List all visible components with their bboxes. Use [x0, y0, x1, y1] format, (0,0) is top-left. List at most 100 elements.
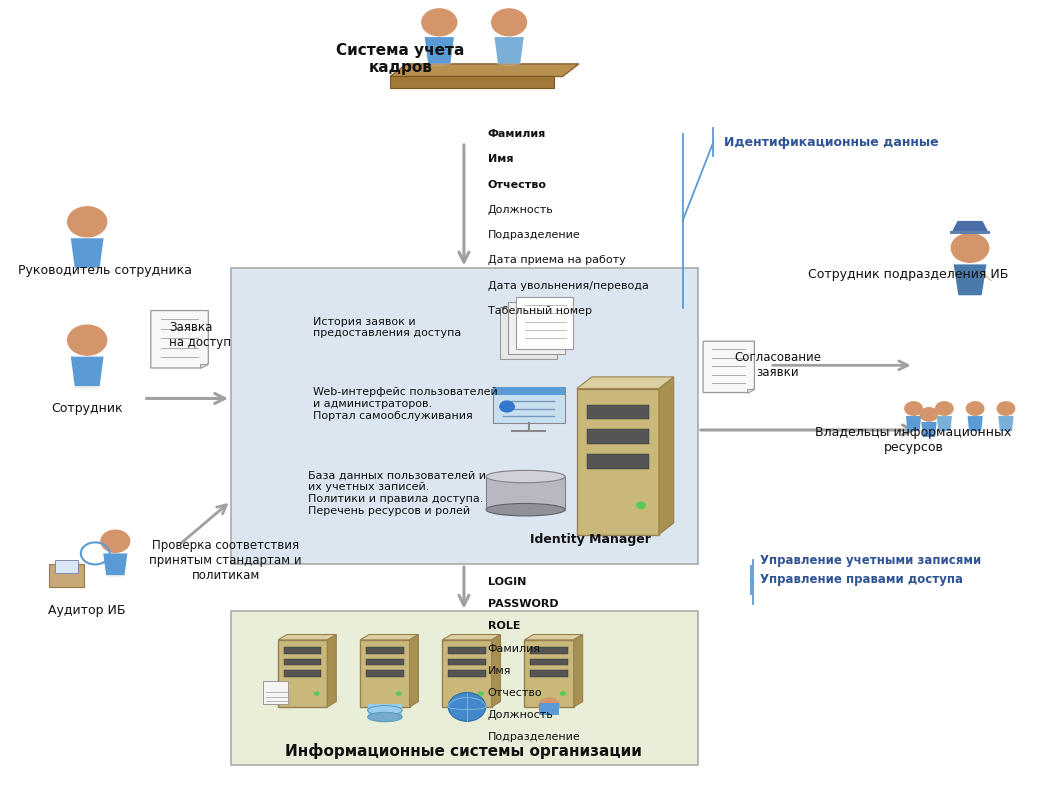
- Bar: [231, 268, 698, 564]
- Text: История заявок и
предоставления доступа: История заявок и предоставления доступа: [313, 316, 462, 338]
- Bar: [366, 647, 403, 654]
- Polygon shape: [443, 634, 500, 640]
- Text: Имя: Имя: [488, 155, 513, 164]
- Bar: [284, 670, 321, 677]
- Polygon shape: [104, 553, 128, 575]
- Polygon shape: [906, 416, 921, 431]
- Bar: [366, 659, 403, 665]
- Circle shape: [314, 691, 319, 696]
- Circle shape: [952, 234, 988, 262]
- Text: Проверка соответствия
принятым стандартам и
политикам: Проверка соответствия принятым стандарта…: [150, 539, 303, 581]
- Bar: [531, 670, 567, 677]
- Bar: [448, 670, 486, 677]
- Circle shape: [920, 408, 938, 421]
- Bar: [448, 659, 486, 665]
- Bar: [493, 387, 564, 394]
- Text: Информационные системы организации: Информационные системы организации: [286, 743, 643, 759]
- Text: Подразделение: Подразделение: [488, 230, 580, 240]
- Text: Аудитор ИБ: Аудитор ИБ: [48, 604, 126, 616]
- Bar: [508, 301, 565, 354]
- Circle shape: [492, 9, 527, 36]
- Polygon shape: [747, 388, 755, 393]
- Polygon shape: [659, 377, 674, 535]
- Bar: [586, 405, 649, 419]
- Text: LOGIN: LOGIN: [488, 578, 526, 587]
- Bar: [367, 704, 402, 717]
- Text: Имя: Имя: [488, 666, 511, 675]
- Polygon shape: [360, 634, 419, 640]
- Bar: [531, 647, 567, 654]
- Ellipse shape: [486, 503, 565, 516]
- Text: Согласование
заявки: Согласование заявки: [734, 351, 821, 380]
- Ellipse shape: [367, 705, 402, 715]
- Circle shape: [560, 691, 565, 696]
- Bar: [586, 429, 649, 444]
- Text: Должность: Должность: [488, 710, 553, 720]
- Text: Сотрудник: Сотрудник: [51, 402, 122, 415]
- Polygon shape: [921, 422, 937, 437]
- Bar: [493, 387, 564, 423]
- Circle shape: [966, 402, 984, 415]
- Polygon shape: [574, 634, 582, 707]
- Polygon shape: [967, 416, 983, 431]
- Bar: [577, 389, 659, 535]
- Text: Отчество: Отчество: [488, 180, 547, 189]
- Ellipse shape: [106, 574, 126, 577]
- Polygon shape: [151, 311, 208, 368]
- Text: Управление правами доступа: Управление правами доступа: [759, 574, 962, 586]
- Text: Руководитель сотрудника: Руководитель сотрудника: [18, 264, 192, 277]
- Text: Должность: Должность: [488, 205, 553, 215]
- Polygon shape: [954, 264, 986, 295]
- Text: Дата приема на работу: Дата приема на работу: [488, 256, 625, 265]
- Bar: [950, 231, 990, 234]
- Ellipse shape: [427, 62, 451, 65]
- Bar: [516, 297, 573, 350]
- Bar: [531, 659, 567, 665]
- Polygon shape: [998, 416, 1013, 431]
- Bar: [443, 640, 492, 707]
- Text: Сотрудник подразделения ИБ: Сотрудник подразделения ИБ: [808, 268, 1008, 281]
- Polygon shape: [200, 364, 208, 368]
- Ellipse shape: [486, 470, 565, 483]
- Polygon shape: [279, 634, 336, 640]
- Ellipse shape: [73, 384, 101, 388]
- Bar: [366, 670, 403, 677]
- Bar: [264, 681, 288, 704]
- Text: Web-интерфейс пользователей
и администраторов.
Портал самообслуживания: Web-интерфейс пользователей и администра…: [313, 387, 497, 421]
- Polygon shape: [525, 634, 582, 640]
- Text: Фамилия: Фамилия: [488, 129, 545, 139]
- Circle shape: [448, 693, 486, 721]
- Circle shape: [68, 325, 107, 355]
- Text: Identity Manager: Identity Manager: [530, 533, 650, 545]
- Bar: [284, 659, 321, 665]
- Text: Табельный номер: Табельный номер: [488, 306, 592, 316]
- Text: База данных пользователей и
их учетных записей.
Политики и правила доступа.
Пере: База данных пользователей и их учетных з…: [308, 471, 486, 515]
- Text: Фамилия: Фамилия: [488, 644, 540, 653]
- Text: ROLE: ROLE: [488, 622, 520, 631]
- Bar: [448, 647, 486, 654]
- Bar: [279, 640, 328, 707]
- Circle shape: [101, 530, 130, 552]
- Bar: [360, 640, 409, 707]
- Circle shape: [422, 9, 456, 36]
- Polygon shape: [71, 357, 104, 386]
- Circle shape: [68, 207, 107, 237]
- Bar: [499, 307, 557, 359]
- Circle shape: [636, 502, 646, 509]
- Text: Система учета
кадров: Система учета кадров: [336, 43, 465, 76]
- Bar: [231, 611, 698, 765]
- Polygon shape: [409, 634, 419, 707]
- Ellipse shape: [73, 266, 101, 270]
- Polygon shape: [952, 221, 988, 233]
- Bar: [525, 640, 574, 707]
- Polygon shape: [71, 238, 104, 267]
- Text: Заявка
на доступ: Заявка на доступ: [170, 321, 231, 350]
- Circle shape: [538, 697, 560, 714]
- Bar: [284, 647, 321, 654]
- Circle shape: [499, 401, 515, 413]
- Bar: [539, 703, 559, 715]
- Text: Управление учетными записями: Управление учетными записями: [759, 554, 981, 567]
- Circle shape: [997, 402, 1015, 415]
- Bar: [54, 560, 77, 574]
- Ellipse shape: [367, 712, 402, 722]
